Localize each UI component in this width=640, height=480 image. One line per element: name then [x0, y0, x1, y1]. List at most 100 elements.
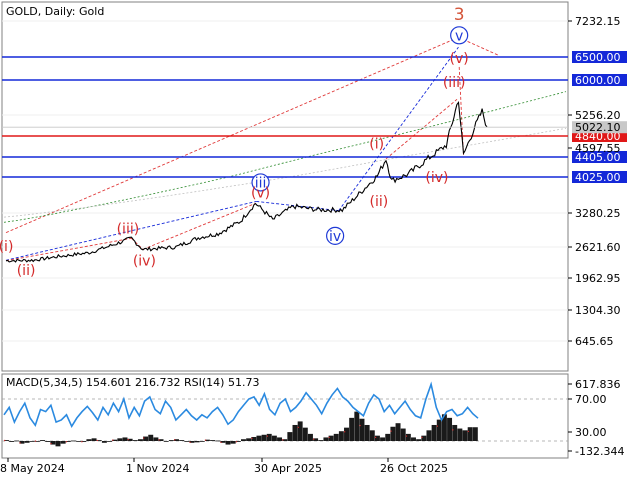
level-price-label: 6500.00: [575, 51, 621, 64]
macd-bar: [199, 441, 205, 442]
current-price-label: 5022.10: [575, 121, 621, 134]
macd-signal-dot: [50, 442, 52, 445]
channel-line: [385, 98, 458, 160]
level-price-box: [572, 51, 627, 63]
macd-bar: [359, 418, 365, 441]
macd-bar: [313, 438, 319, 441]
macd-bar: [148, 434, 154, 441]
macd-bar: [256, 435, 262, 441]
channel-line: [142, 202, 256, 250]
macd-signal-dot: [96, 439, 98, 442]
y-tick-label: 7232.15: [575, 15, 621, 28]
macd-bar: [328, 435, 334, 441]
macd-bar: [241, 439, 246, 441]
channel-line: [5, 200, 257, 261]
macd-bar: [344, 427, 349, 441]
macd-bar: [194, 441, 200, 443]
gold-price-line: [5, 100, 488, 263]
macd-bar: [246, 438, 252, 441]
macd-signal-dot: [4, 439, 6, 442]
macd-bar: [421, 435, 427, 441]
macd-signal-dot: [158, 439, 160, 441]
macd-signal-dot: [112, 439, 114, 441]
y-tick-label: 2621.60: [575, 241, 621, 254]
macd-bar: [91, 438, 97, 441]
macd-signal-dot: [266, 435, 268, 437]
wave-label: (ii): [17, 263, 36, 279]
wave-label: (ii): [370, 194, 389, 210]
chart-title: GOLD, Daily: Gold: [6, 5, 104, 18]
macd-bar: [24, 441, 30, 443]
macd-signal-dot: [467, 430, 469, 433]
rsi-line: [3, 381, 479, 428]
price-axis: 7232.15 5256.20 4597.55 3280.25 2621.60 1962.…: [568, 15, 627, 348]
channel-line: [338, 46, 459, 211]
wave-label: (iii): [443, 75, 466, 91]
y-tick-label: 4597.55: [575, 142, 621, 155]
ma-dotted: [3, 127, 567, 218]
channel-line: [5, 237, 132, 262]
macd-bar: [385, 433, 391, 441]
macd-signal-dot: [374, 436, 377, 438]
y-tick-label: 1962.95: [575, 272, 621, 285]
macd-bar: [137, 439, 143, 441]
macd-signal-dot: [421, 436, 423, 438]
macd-signal-dot: [235, 441, 238, 443]
macd-bar: [374, 435, 380, 441]
macd-bar: [287, 432, 293, 441]
macd-signal-dot: [143, 437, 145, 439]
macd-signal-dot: [282, 439, 284, 441]
y-tick-label: 5256.20: [575, 109, 621, 122]
indicator-panel: [2, 381, 568, 447]
macd-bar: [411, 437, 416, 441]
macd-bar: [60, 441, 66, 444]
indicator-y-tick-label: 70.00: [575, 393, 607, 406]
macd-bar: [235, 441, 241, 442]
macd-bar: [174, 439, 179, 441]
macd-bar: [4, 440, 9, 441]
macd-bar: [158, 439, 164, 441]
macd-bar: [349, 417, 355, 441]
macd-bar: [143, 436, 149, 441]
macd-bar: [19, 441, 25, 444]
macd-bar: [323, 437, 329, 441]
macd-signal-dot: [174, 439, 176, 441]
macd-signal-dot: [297, 426, 299, 428]
macd-bar: [333, 433, 339, 441]
macd-bar: [400, 428, 406, 441]
wave-label: (i): [369, 137, 384, 153]
wave-label: v: [455, 28, 463, 44]
macd-bar: [462, 430, 468, 441]
macd-bar: [395, 423, 401, 441]
macd-bar: [112, 439, 118, 441]
macd-bar: [225, 441, 231, 445]
macd-bar: [307, 433, 313, 441]
macd-bar: [416, 439, 422, 441]
wave-label: (v): [251, 186, 270, 202]
macd-bar: [369, 430, 375, 441]
macd-bar: [101, 441, 107, 443]
macd-signal-dot: [189, 441, 191, 443]
macd-bar: [390, 426, 396, 441]
macd-signal-dot: [328, 436, 330, 438]
macd-bar: [447, 417, 453, 441]
macd-bar: [318, 440, 324, 441]
macd-bar: [55, 441, 61, 447]
macd-signal-dot: [127, 438, 129, 441]
wave-circle: [251, 173, 270, 192]
macd-bar: [426, 430, 432, 441]
macd-signal-dot: [34, 440, 37, 442]
macd-bar: [132, 440, 138, 441]
macd-bar: [472, 427, 478, 441]
macd-bar: [338, 431, 344, 441]
macd-bar: [163, 441, 169, 442]
macd-bar: [9, 441, 15, 442]
wave-label: (iv): [133, 253, 156, 269]
level-price-label: 6000.00: [575, 74, 621, 87]
macd-bar: [230, 441, 236, 444]
macd-signal-dot: [251, 437, 253, 439]
macd-signal-dot: [204, 439, 207, 441]
macd-signal-dot: [220, 441, 222, 443]
macd-bar: [380, 437, 386, 441]
